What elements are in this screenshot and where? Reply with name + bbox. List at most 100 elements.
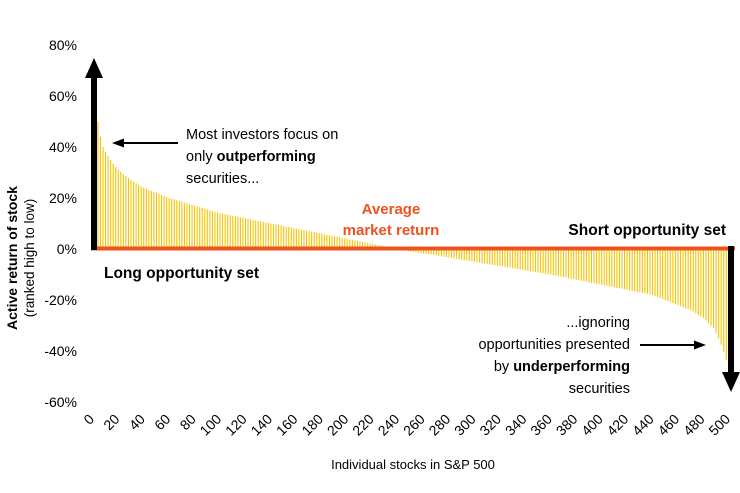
bar-stock-170 <box>308 231 310 249</box>
bar-stock-142 <box>272 224 275 249</box>
bar-stock-268 <box>433 249 435 255</box>
bar-stock-352 <box>540 249 542 273</box>
bar-stock-302 <box>476 249 478 263</box>
bar-stock-124 <box>250 219 252 249</box>
bar-stock-382 <box>578 249 580 281</box>
y-tick-label: -60% <box>44 394 77 410</box>
bar-stock-360 <box>550 249 552 275</box>
bar-stock-104 <box>224 214 226 249</box>
bar-stock-146 <box>278 225 280 249</box>
bar-stock-182 <box>323 234 326 249</box>
bar-stock-362 <box>552 249 555 276</box>
bar-stock-274 <box>440 249 443 257</box>
bar-stock-72 <box>183 202 186 249</box>
bar-stock-356 <box>545 249 547 274</box>
bar-stock-400 <box>601 249 603 285</box>
bar-stock-266 <box>430 249 433 255</box>
bar-stock-388 <box>585 249 588 282</box>
bar-stock-28 <box>127 178 130 249</box>
bar-stock-152 <box>285 226 288 249</box>
bar-stock-198 <box>344 238 346 249</box>
bar-stock-160 <box>295 228 298 249</box>
bar-stock-370 <box>562 249 565 278</box>
underperforming-note-bold: underperforming <box>513 359 630 375</box>
bar-stock-368 <box>560 249 562 277</box>
bar-stock-392 <box>590 249 593 283</box>
bar-stock-284 <box>453 249 455 259</box>
bar-stock-38 <box>140 186 143 249</box>
bar-stock-332 <box>514 249 516 269</box>
bar-stock-364 <box>555 249 557 276</box>
outperforming-note-line3: securities... <box>186 171 259 187</box>
bar-stock-118 <box>242 217 244 249</box>
y-tick-label: 80% <box>49 37 77 53</box>
bar-stock-80 <box>194 205 196 249</box>
bar-stock-258 <box>420 249 422 254</box>
bar-stock-66 <box>176 200 178 249</box>
bar-stock-458 <box>674 249 677 305</box>
bar-stock-366 <box>557 249 560 277</box>
bar-stock-422 <box>629 249 631 291</box>
bar-stock-290 <box>461 249 463 260</box>
bar-stock-174 <box>313 232 316 249</box>
bar-stock-272 <box>438 249 440 256</box>
bar-stock-350 <box>537 249 539 273</box>
x-tick-label: 180 <box>298 411 326 439</box>
bar-stock-126 <box>252 219 254 249</box>
bar-stock-358 <box>547 249 550 275</box>
outperforming-note-bold: outperforming <box>217 149 316 165</box>
x-axis-title: Individual stocks in S&P 500 <box>331 457 495 472</box>
bar-stock-180 <box>321 233 323 249</box>
bar-stock-460 <box>677 249 679 306</box>
bar-stock-416 <box>621 249 623 289</box>
short-opportunity-label: Short opportunity set <box>568 222 726 239</box>
bar-stock-68 <box>178 201 181 249</box>
bar-stock-264 <box>428 249 430 255</box>
underperforming-note-line3: by underperforming <box>494 359 630 375</box>
bar-stock-148 <box>280 225 282 249</box>
x-tick-label: 220 <box>349 411 377 439</box>
bar-stock-374 <box>568 249 570 279</box>
x-tick-label: 300 <box>451 411 479 439</box>
bar-stock-398 <box>598 249 600 285</box>
bar-stock-122 <box>247 218 249 249</box>
bar-stock-112 <box>234 216 237 249</box>
bar-stock-22 <box>120 171 122 249</box>
x-tick-label: 320 <box>476 411 504 439</box>
bar-stock-442 <box>654 249 656 296</box>
bar-stock-4 <box>97 121 99 249</box>
bar-stock-412 <box>616 249 618 288</box>
bar-stock-394 <box>593 249 595 284</box>
bar-stock-58 <box>166 196 168 249</box>
bar-stock-16 <box>112 163 115 249</box>
bar-stock-114 <box>237 216 239 249</box>
bar-stock-282 <box>451 249 453 258</box>
bar-stock-312 <box>489 249 491 265</box>
bar-stock-488 <box>713 249 715 329</box>
bar-stock-408 <box>611 249 613 287</box>
bar-stock-52 <box>158 193 160 249</box>
bar-stock-50 <box>155 192 158 249</box>
bar-stock-78 <box>191 204 193 249</box>
bar-stock-98 <box>216 212 219 249</box>
bar-stock-216 <box>367 242 369 249</box>
x-tick-label: 120 <box>222 411 250 439</box>
bar-stock-208 <box>356 240 359 249</box>
bar-stock-64 <box>173 199 176 249</box>
bar-stock-190 <box>333 236 336 249</box>
bar-stock-494 <box>720 249 723 345</box>
x-tick-label: 260 <box>400 411 428 439</box>
bar-stock-330 <box>512 249 514 269</box>
underperforming-note-line2: opportunities presented <box>478 337 630 353</box>
bar-stock-410 <box>613 249 616 288</box>
bar-stock-320 <box>499 249 501 266</box>
bar-stock-178 <box>318 233 321 249</box>
bar-stock-418 <box>624 249 626 290</box>
bar-stock-166 <box>303 230 305 249</box>
bar-stock-438 <box>649 249 651 295</box>
bar-stock-424 <box>631 249 634 291</box>
bar-stock-76 <box>188 204 191 249</box>
bar-stock-32 <box>133 181 135 249</box>
bar-stock-134 <box>262 221 265 249</box>
bar-stock-116 <box>239 217 242 249</box>
